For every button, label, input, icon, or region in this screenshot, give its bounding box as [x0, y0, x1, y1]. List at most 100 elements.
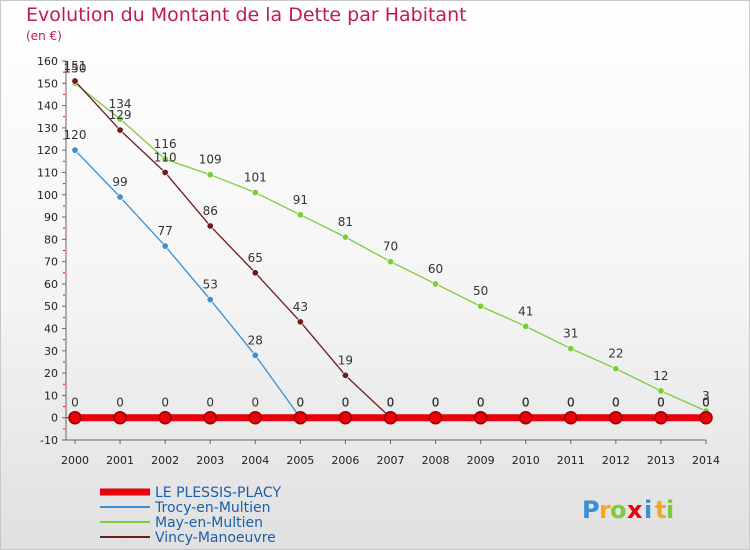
logo-letter: i [644, 496, 652, 524]
data-point [68, 410, 82, 425]
data-label: 151 [64, 59, 87, 73]
data-label: 101 [244, 171, 267, 185]
data-point [432, 280, 440, 288]
data-point [161, 242, 169, 250]
data-label: 99 [112, 175, 127, 189]
x-tick-label: 2000 [61, 454, 89, 467]
data-point [296, 211, 304, 219]
logo-letter: r [599, 496, 611, 524]
data-label: 129 [109, 108, 132, 122]
logo-letter: i [666, 496, 674, 524]
y-tick-label: 50 [44, 300, 58, 313]
data-label: 0 [567, 396, 575, 410]
data-point [609, 410, 623, 425]
y-tick-label: 70 [44, 256, 58, 269]
data-label: 0 [477, 396, 485, 410]
legend: LE PLESSIS-PLACYTrocy-en-MultienMay-en-M… [100, 485, 281, 546]
data-label: 86 [203, 204, 218, 218]
data-point [522, 322, 530, 330]
legend-label: LE PLESSIS-PLACY [155, 485, 281, 501]
data-label: 50 [473, 284, 488, 298]
y-tick-label: 60 [44, 278, 58, 291]
data-point [158, 410, 172, 425]
data-point [428, 410, 443, 425]
data-label: 3 [702, 389, 710, 403]
x-tick-label: 2011 [557, 454, 585, 467]
data-label: 0 [432, 396, 440, 410]
data-label: 0 [297, 396, 305, 410]
data-label: 0 [432, 396, 440, 410]
x-tick-label: 2009 [467, 454, 495, 467]
data-point [654, 410, 668, 425]
data-label: 28 [248, 333, 263, 347]
data-point [71, 77, 79, 85]
y-tick-label: 130 [37, 122, 58, 135]
data-label: 0 [702, 396, 710, 410]
y-tick-label: 40 [44, 323, 58, 336]
x-tick-label: 2004 [241, 454, 269, 467]
data-label: 0 [116, 396, 124, 410]
data-label: 0 [477, 396, 485, 410]
data-point [338, 410, 353, 425]
data-label: 77 [158, 224, 173, 238]
data-label: 0 [657, 396, 665, 410]
y-tick-label: 10 [44, 389, 58, 402]
data-label: 0 [432, 396, 440, 410]
logo-letter: t [655, 496, 666, 524]
x-tick-label: 2006 [331, 454, 359, 467]
y-tick-label: 160 [37, 55, 58, 68]
series-lines [68, 77, 713, 425]
data-point [612, 365, 620, 373]
data-label: 0 [612, 396, 620, 410]
data-point [341, 233, 349, 241]
y-tick-label: 100 [37, 189, 58, 202]
y-tick-label: 0 [51, 412, 58, 425]
data-point [203, 410, 217, 425]
data-label: 0 [71, 396, 79, 410]
y-tick-label: 80 [44, 233, 58, 246]
data-label: 22 [608, 347, 623, 361]
data-point [518, 410, 533, 425]
chart-title: Evolution du Montant de la Dette par Hab… [26, 4, 467, 26]
legend-label: Vincy-Manoeuvre [155, 530, 276, 546]
data-label: 109 [199, 153, 222, 167]
data-label: 0 [522, 396, 530, 410]
data-point [251, 189, 259, 197]
y-tick-label: 30 [44, 345, 58, 358]
data-label: 0 [161, 396, 169, 410]
data-label: 0 [342, 396, 350, 410]
data-label: 53 [203, 278, 218, 292]
data-label: 134 [109, 97, 132, 111]
data-label: 12 [653, 369, 668, 383]
data-point [567, 345, 575, 353]
data-point [71, 146, 79, 154]
data-point [113, 410, 127, 425]
chart-unit: (en €) [26, 29, 62, 43]
data-label: 70 [383, 240, 398, 254]
logo-letter: P [582, 496, 600, 524]
data-label: 0 [702, 396, 710, 410]
data-point [206, 296, 214, 304]
x-tick-label: 2012 [602, 454, 630, 467]
data-label: 0 [567, 396, 575, 410]
x-tick-label: 2001 [106, 454, 134, 467]
x-tick-label: 2007 [377, 454, 405, 467]
data-label: 0 [477, 396, 485, 410]
data-label: 0 [342, 396, 350, 410]
data-label: 110 [154, 150, 177, 164]
data-point [116, 126, 124, 134]
x-tick-label: 2010 [512, 454, 540, 467]
data-point [657, 387, 665, 395]
y-tick-label: 150 [37, 77, 58, 90]
data-label: 19 [338, 353, 353, 367]
data-point [161, 168, 169, 176]
data-point [386, 258, 394, 266]
data-label: 41 [518, 304, 533, 318]
data-point [564, 410, 578, 425]
data-label: 0 [522, 396, 530, 410]
data-point [383, 410, 398, 425]
